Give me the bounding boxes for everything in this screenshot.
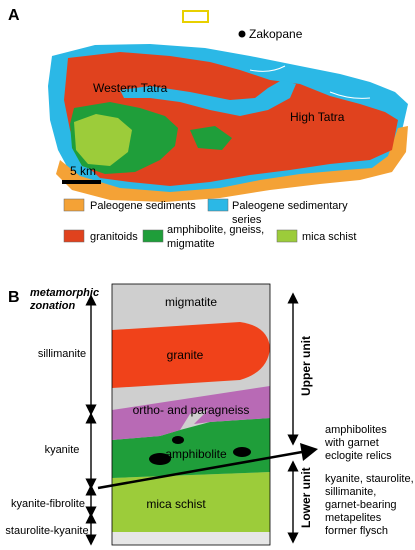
legend-label-granitoids: granitoids — [90, 231, 138, 243]
eclogite-lens-3 — [233, 447, 251, 457]
lower-note-2: sillimanite, — [325, 486, 376, 498]
upper-unit-label: Upper unit — [299, 336, 313, 396]
layer-label-granite: granite — [167, 348, 204, 362]
layer-label-gneiss: ortho- and paragneiss — [133, 403, 250, 417]
legend-label-paleogene-sediments: Paleogene sediments — [90, 200, 196, 212]
lower-note-1: kyanite, staurolite, — [325, 473, 414, 485]
lower-unit-label: Lower unit — [299, 467, 313, 528]
legend-label-amphibolite: amphibolite, gneiss, — [167, 224, 264, 236]
upper-note-2: with garnet — [324, 437, 379, 449]
lower-note-5: former flysch — [325, 525, 388, 537]
zonation-heading-2: zonation — [29, 300, 75, 312]
legend-swatch-mica-schist — [276, 229, 298, 243]
mica-schist-layer — [112, 472, 270, 532]
legend-label-series: series — [232, 214, 262, 226]
eclogite-lens-2 — [172, 436, 184, 444]
thrust-line — [97, 450, 303, 490]
western-tatra-label: Western Tatra — [93, 81, 168, 95]
upper-note-1: amphibolites — [325, 424, 387, 436]
amphibolite-patch — [190, 126, 232, 150]
lower-note-4: metapelites — [325, 512, 382, 524]
legend-label-migmatite: migmatite — [167, 238, 215, 250]
zakopane-label: Zakopane — [249, 27, 303, 41]
stream-lines — [249, 65, 371, 99]
map-legend: Paleogene sediments Paleogene sedimentar… — [63, 198, 356, 250]
zakopane-dot — [238, 30, 246, 38]
sedimentary-inlier — [120, 80, 296, 116]
layer-label-amphibolite: amphibolite — [165, 447, 227, 461]
gneiss-layer — [112, 386, 270, 440]
legend-label-paleogene-sedimentary: Paleogene sedimentary — [232, 200, 348, 212]
legend-swatch-amphibolite — [142, 229, 164, 243]
legend-label-mica-schist: mica schist — [302, 231, 356, 243]
amphibolite-layer — [112, 418, 270, 478]
lower-note-3: garnet-bearing — [325, 499, 397, 511]
upper-note-3: eclogite relics — [325, 450, 392, 462]
high-tatra-label: High Tatra — [290, 110, 345, 124]
panel-a-letter: A — [8, 7, 20, 24]
eclogite-lens-1 — [149, 453, 171, 465]
zonation-heading-1: metamorphic — [30, 287, 99, 299]
zone-staurolite-kyanite: staurolite-kyanite — [5, 525, 88, 537]
column-frame — [111, 283, 271, 546]
layer-label-mica-schist: mica schist — [146, 497, 206, 511]
legend-swatch-paleogene-sediments — [63, 198, 85, 212]
column-base — [112, 532, 270, 545]
layer-label-migmatite: migmatite — [165, 295, 217, 309]
geologic-map — [48, 44, 408, 202]
legend-swatch-paleogene-sedimentary-series — [207, 198, 229, 212]
lithology-column — [111, 283, 271, 546]
zone-sillimanite: sillimanite — [38, 348, 86, 360]
panel-b-letter: B — [8, 289, 20, 306]
zone-kyanite-fibrolite: kyanite-fibrolite — [11, 498, 85, 510]
paleogene-sediments-area — [56, 126, 408, 202]
thrust-arrowhead — [300, 443, 318, 461]
zone-kyanite: kyanite — [45, 444, 80, 456]
location-frame — [182, 10, 209, 23]
scale-bar-label: 5 km — [70, 164, 96, 178]
granite-layer — [112, 322, 270, 388]
mica-schist-area — [74, 114, 132, 166]
legend-swatch-granitoids — [63, 229, 85, 243]
